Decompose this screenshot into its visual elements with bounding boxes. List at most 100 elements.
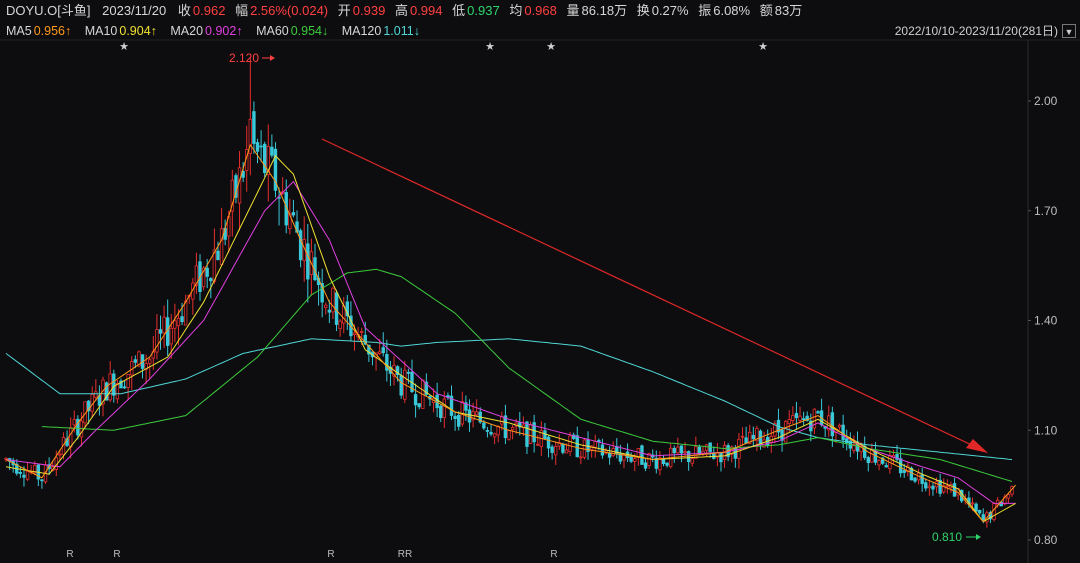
ma-line-2	[41, 268, 1013, 482]
candle-body	[697, 446, 702, 455]
candle-body	[352, 332, 357, 335]
rights-marker[interactable]: R	[66, 549, 73, 560]
ma10-name: MA10	[84, 24, 118, 38]
candle-body	[237, 167, 242, 204]
open-value: 0.939	[352, 3, 386, 18]
candle-body	[76, 418, 80, 436]
ma5-name: MA5	[6, 24, 32, 38]
candle-body	[859, 445, 863, 453]
candle-body	[291, 212, 296, 216]
candle-body	[216, 250, 220, 261]
candlesticks	[4, 57, 1014, 528]
star-icon[interactable]: ★	[485, 40, 495, 53]
ma5-value: 0.956↑	[33, 24, 72, 38]
candle-body	[945, 485, 950, 488]
candle-body	[801, 418, 806, 420]
candle-body	[507, 430, 511, 440]
min-label: 0.810	[932, 530, 962, 544]
rights-marker[interactable]: R	[550, 549, 557, 560]
candle-body	[262, 143, 267, 174]
ma120-legend: MA120 1.011↓	[342, 24, 425, 38]
candle-body	[528, 424, 533, 444]
candle-body	[561, 443, 565, 453]
candle-body	[474, 411, 479, 416]
candle-body	[359, 331, 364, 333]
rights-marker[interactable]: RR	[398, 549, 412, 560]
candle-body	[579, 456, 583, 459]
candle-body	[266, 145, 270, 175]
candle-body	[884, 465, 888, 468]
candle-body	[377, 351, 382, 354]
candle-body	[500, 416, 504, 425]
candle-body	[837, 424, 842, 428]
candle-body	[830, 412, 835, 437]
max-arrowhead	[270, 55, 275, 61]
candle-body	[970, 502, 975, 505]
candle-body	[122, 386, 127, 389]
candle-body	[252, 111, 256, 144]
candle-body	[155, 329, 159, 353]
candle-body	[148, 359, 152, 364]
candle-body	[194, 265, 199, 286]
y-tick-label: 1.40	[1034, 314, 1058, 328]
trend-arrow	[321, 138, 988, 453]
y-tick-label: 1.10	[1034, 423, 1058, 437]
star-icon[interactable]: ★	[546, 40, 556, 53]
candle-body	[324, 304, 328, 309]
candle-body	[183, 300, 188, 326]
avg-label: 均	[509, 3, 523, 18]
candle-body	[719, 453, 723, 463]
candle-body	[593, 441, 597, 448]
candle-body	[676, 446, 680, 454]
candle-body	[927, 485, 932, 489]
candle-body	[550, 446, 554, 453]
candle-body	[456, 414, 461, 427]
candle-body	[748, 431, 752, 444]
candle-body	[94, 391, 98, 398]
candle-body	[974, 503, 978, 512]
symbol-name: DOYU.O[斗鱼]	[6, 3, 91, 18]
candle-body	[482, 422, 486, 429]
candle-body	[518, 422, 522, 428]
candle-body	[787, 419, 791, 424]
amount-value: 83万	[774, 3, 803, 18]
chevron-down-icon[interactable]: ▼	[1062, 24, 1076, 38]
candle-body	[25, 471, 30, 480]
candle-body	[618, 453, 623, 462]
change-label: 幅	[235, 3, 249, 18]
candle-body	[898, 458, 903, 474]
candle-body	[72, 419, 76, 426]
ma60-legend: MA60 0.954↓	[256, 24, 333, 38]
candle-body	[306, 243, 310, 280]
candle-body	[690, 458, 694, 464]
ma20-legend: MA20 0.902↑	[170, 24, 247, 38]
candle-body	[536, 443, 540, 446]
star-icon[interactable]: ★	[758, 40, 768, 53]
candle-body	[449, 395, 454, 416]
candle-body	[270, 146, 274, 156]
candle-body	[381, 347, 385, 354]
candle-body	[68, 427, 73, 448]
date-range[interactable]: 2022/10/10-2023/11/20(281日)	[894, 24, 1058, 38]
rights-marker[interactable]: R	[113, 549, 120, 560]
ma10-legend: MA10 0.904↑	[85, 24, 162, 38]
candle-body	[173, 320, 177, 329]
candle-body	[981, 514, 985, 521]
candle-body	[108, 373, 112, 401]
candle-body	[22, 474, 26, 478]
rights-marker[interactable]: R	[327, 549, 334, 560]
candle-body	[33, 464, 37, 474]
candle-body	[554, 446, 558, 456]
turnover-label: 换	[636, 3, 650, 18]
candle-body	[607, 452, 612, 458]
candle-body	[492, 433, 497, 438]
candle-body	[496, 425, 500, 436]
candle-body	[338, 320, 342, 330]
star-icon[interactable]: ★	[119, 40, 129, 53]
y-axis: 2.00 1.70 1.40 1.10 0.80	[1028, 94, 1058, 547]
candle-body	[683, 451, 687, 454]
max-label: 2.120	[229, 51, 259, 65]
candle-body	[248, 118, 253, 154]
candle-body	[920, 474, 924, 484]
